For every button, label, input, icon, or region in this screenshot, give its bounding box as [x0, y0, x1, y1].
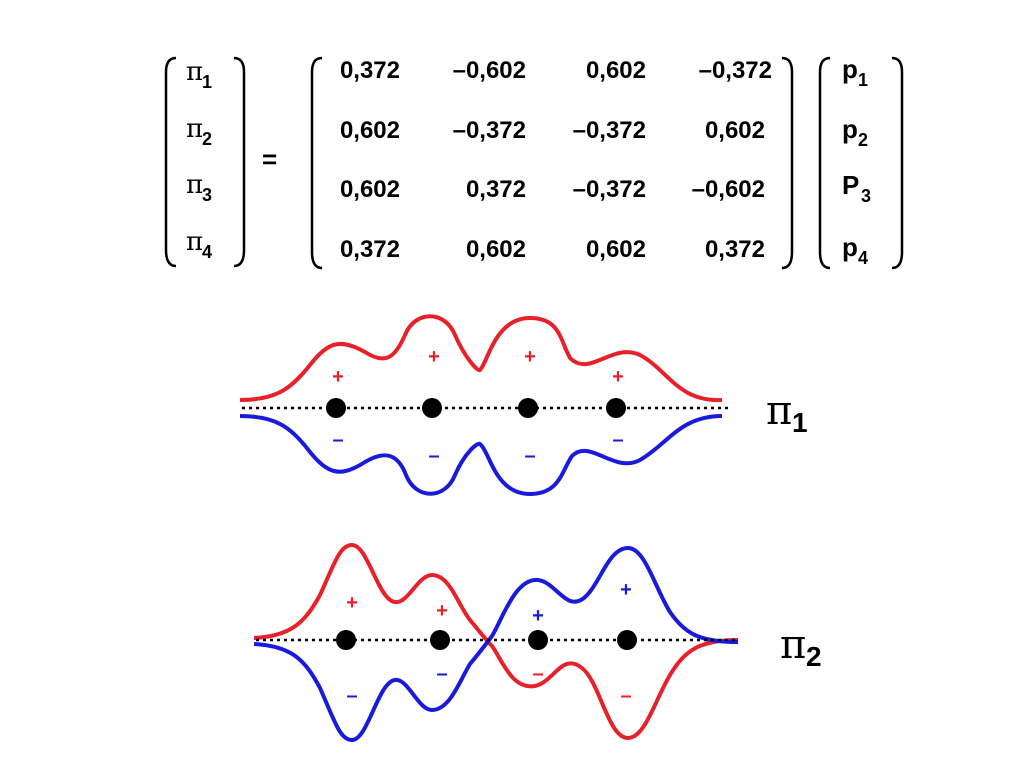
left-vector-entry: π 4 — [186, 227, 212, 262]
right-vector-bracket-right — [891, 56, 904, 270]
plus-sign: + — [620, 579, 632, 601]
matrix-bracket-right — [781, 56, 794, 270]
minus-sign: – — [428, 445, 439, 467]
matrix-row: 0,602 0,372 –0,372 –0,602 — [340, 176, 765, 203]
matrix-row: 0,372 0,602 0,602 0,372 — [340, 236, 765, 263]
subscript: 3 — [202, 185, 212, 205]
atom-dot — [528, 630, 548, 650]
pi-symbol: π — [186, 227, 203, 257]
orbital-label-symbol: π — [766, 388, 792, 434]
matrix-cell: –0,602 — [453, 57, 526, 84]
plus-sign: + — [428, 346, 440, 368]
matrix-cell: 0,372 — [705, 236, 765, 263]
subscript: 1 — [202, 72, 212, 92]
right-vector-bracket-left — [818, 56, 831, 270]
left-vector-entry: π 1 — [186, 57, 212, 92]
matrix-cell: 0,372 — [340, 57, 400, 84]
matrix-cell: 0,602 — [586, 57, 646, 84]
plus-sign: + — [436, 600, 448, 622]
pi1-negative-lobe-curve — [239, 414, 723, 496]
minus-sign: – — [346, 685, 357, 707]
minus-sign: – — [436, 663, 447, 685]
matrix-equation: π 1 π 2 π 3 π 4 = 0,372 –0,602 0,602 –0,… — [164, 54, 904, 270]
matrix-cell: 0,602 — [586, 236, 646, 263]
basis-symbol: p — [842, 54, 858, 84]
orbital-pi2: + + + + – – – – π 2 — [253, 543, 822, 742]
orbital-label-symbol: π — [780, 622, 806, 668]
matrix-cell: 0,372 — [466, 176, 526, 203]
atom-dot — [518, 398, 538, 418]
orbital-label-subscript: 1 — [792, 407, 808, 438]
matrix-cell: –0,372 — [453, 117, 526, 144]
matrix-cell: –0,372 — [573, 117, 646, 144]
minus-sign: – — [532, 663, 543, 685]
plus-sign: + — [346, 592, 358, 614]
pi1-positive-lobe-curve — [239, 314, 723, 403]
matrix-row: 0,602 –0,372 –0,372 0,602 — [340, 117, 765, 144]
atom-dot — [326, 398, 346, 418]
matrix-cell: 0,602 — [340, 176, 400, 203]
pi2-blue-curve — [253, 546, 739, 742]
matrix-cell: –0,602 — [692, 176, 765, 203]
atom-dot — [430, 630, 450, 650]
matrix-cell: –0,372 — [573, 176, 646, 203]
basis-symbol: P — [842, 170, 859, 200]
subscript: 2 — [202, 129, 212, 149]
matrix-cell: 0,602 — [340, 117, 400, 144]
plus-sign: + — [332, 366, 344, 388]
matrix-cell: 0,602 — [466, 236, 526, 263]
left-vector-entry: π 3 — [186, 170, 212, 205]
orbital-label-subscript: 2 — [806, 641, 822, 672]
matrix-cell: 0,602 — [705, 117, 765, 144]
matrix-cell: –0,372 — [699, 57, 772, 84]
pi-symbol: π — [186, 114, 203, 144]
right-vector-entry: p 4 — [842, 232, 868, 268]
basis-symbol: p — [842, 232, 858, 262]
left-vector-bracket-right — [233, 56, 246, 268]
subscript: 4 — [858, 248, 868, 268]
plus-sign: + — [532, 605, 544, 627]
left-vector-entry: π 2 — [186, 114, 212, 149]
basis-symbol: p — [842, 114, 858, 144]
matrix-row: 0,372 –0,602 0,602 –0,372 — [340, 57, 772, 84]
minus-sign: – — [620, 685, 631, 707]
subscript: 2 — [858, 130, 868, 150]
pi-symbol: π — [186, 57, 203, 87]
minus-sign: – — [332, 429, 343, 451]
equals-sign: = — [262, 144, 277, 174]
plus-sign: + — [524, 346, 536, 368]
right-vector-entry: p 2 — [842, 114, 868, 150]
plus-sign: + — [612, 366, 624, 388]
atom-dot — [336, 630, 356, 650]
pi2-red-curve — [253, 543, 739, 740]
matrix-bracket-left — [310, 56, 323, 270]
subscript: 1 — [858, 70, 868, 90]
atom-dot — [422, 398, 442, 418]
right-vector-entry: p 1 — [842, 54, 868, 90]
left-vector-bracket-left — [164, 56, 177, 268]
subscript: 3 — [861, 186, 871, 206]
right-vector-entry: P 3 — [842, 170, 871, 206]
matrix-cell: 0,372 — [340, 236, 400, 263]
minus-sign: – — [612, 429, 623, 451]
atom-dot — [606, 398, 626, 418]
minus-sign: – — [524, 445, 535, 467]
atom-dot — [617, 630, 637, 650]
subscript: 4 — [202, 242, 212, 262]
orbital-pi1: + + + + – – – – π 1 — [239, 314, 808, 496]
pi-symbol: π — [186, 170, 203, 200]
